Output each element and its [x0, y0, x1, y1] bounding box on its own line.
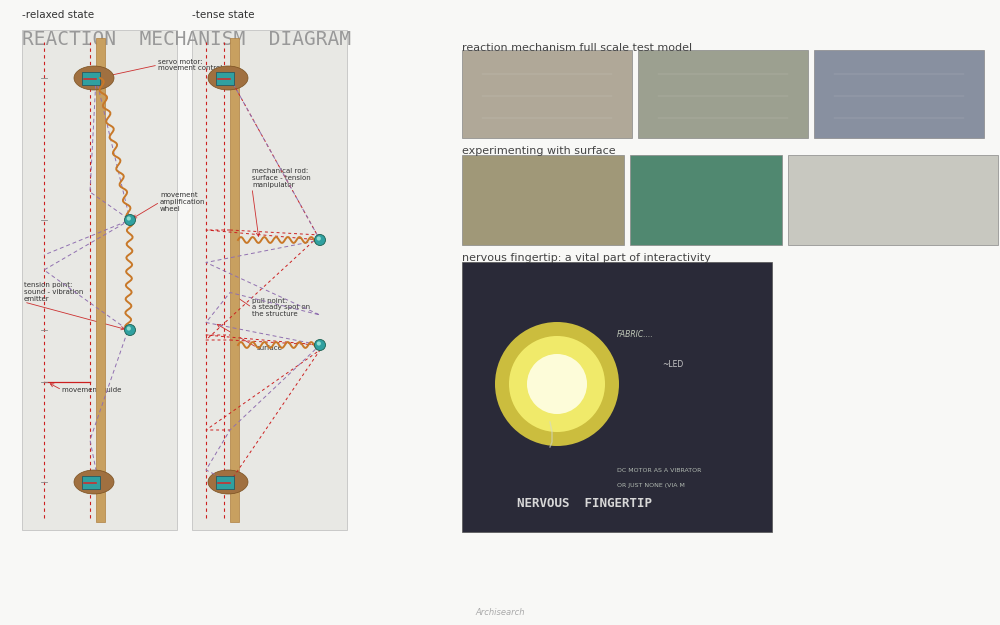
Text: servo motor:
movement control: servo motor: movement control: [158, 59, 222, 71]
Ellipse shape: [208, 470, 248, 494]
Circle shape: [124, 324, 136, 336]
Text: experimenting with surface: experimenting with surface: [462, 146, 616, 156]
Bar: [462, 50, 632, 138]
Circle shape: [127, 216, 131, 221]
Circle shape: [127, 326, 131, 331]
Circle shape: [495, 322, 619, 446]
Bar: [82, 72, 100, 85]
Text: FABRIC....: FABRIC....: [617, 330, 654, 339]
Text: movement
amplification
wheel: movement amplification wheel: [160, 192, 206, 212]
Circle shape: [509, 336, 605, 432]
Text: reaction mechanism full scale test model: reaction mechanism full scale test model: [462, 43, 692, 53]
Circle shape: [317, 341, 321, 346]
Circle shape: [527, 354, 587, 414]
Text: pull point:
a steady spot on
the structure: pull point: a steady spot on the structu…: [252, 298, 310, 318]
Bar: [638, 50, 808, 138]
Ellipse shape: [208, 66, 248, 90]
Text: REACTION  MECHANISM  DIAGRAM: REACTION MECHANISM DIAGRAM: [22, 30, 351, 49]
Bar: [192, 30, 347, 530]
Ellipse shape: [74, 66, 114, 90]
Text: ~LED: ~LED: [662, 360, 683, 369]
Bar: [216, 72, 234, 85]
Bar: [462, 155, 624, 245]
Bar: [82, 476, 100, 489]
Text: -relaxed state: -relaxed state: [22, 10, 94, 20]
Bar: [230, 38, 239, 522]
Bar: [814, 50, 984, 138]
Bar: [216, 476, 234, 489]
Text: movement guide: movement guide: [62, 387, 121, 393]
Text: surface: surface: [257, 344, 283, 351]
Circle shape: [124, 214, 136, 226]
Text: OR JUST NONE (VIA M: OR JUST NONE (VIA M: [617, 483, 685, 488]
Bar: [462, 262, 772, 532]
Text: DC MOTOR AS A VIBRATOR: DC MOTOR AS A VIBRATOR: [617, 468, 701, 473]
Bar: [96, 38, 104, 522]
Circle shape: [317, 236, 321, 241]
Text: tension point:
sound - vibration
emitter: tension point: sound - vibration emitter: [24, 282, 83, 302]
Bar: [788, 155, 998, 245]
Text: NERVOUS  FINGERTIP: NERVOUS FINGERTIP: [517, 497, 652, 510]
Text: mechanical rod:
surface - tension
manipulator: mechanical rod: surface - tension manipu…: [252, 168, 311, 188]
Circle shape: [314, 339, 326, 351]
Ellipse shape: [74, 470, 114, 494]
Bar: [630, 155, 782, 245]
Circle shape: [314, 234, 326, 246]
Text: -tense state: -tense state: [192, 10, 254, 20]
Text: nervous fingertip: a vital part of interactivity: nervous fingertip: a vital part of inter…: [462, 253, 711, 263]
Bar: [22, 30, 177, 530]
Text: Archisearch: Archisearch: [475, 608, 525, 617]
